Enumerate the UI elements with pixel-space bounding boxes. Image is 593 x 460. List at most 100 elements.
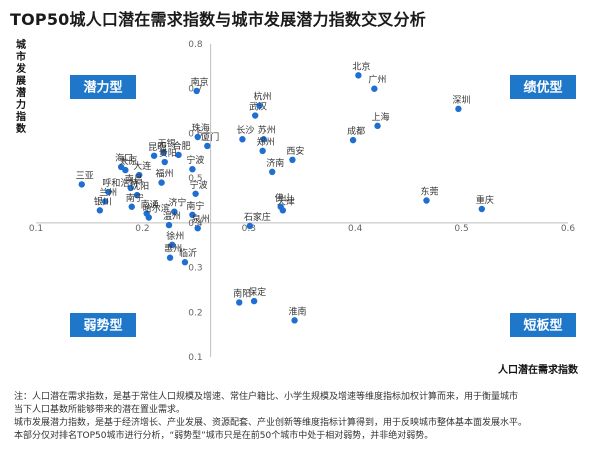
data-point: [189, 166, 196, 173]
point-label: 佛山: [275, 192, 293, 204]
data-point: [260, 136, 267, 143]
point-label: 武汉: [249, 101, 267, 113]
data-point: [246, 222, 254, 230]
data-point: [78, 181, 85, 188]
data-point: [160, 149, 167, 156]
data-point: [355, 72, 362, 79]
quadrant-bottom-left-box: [70, 313, 136, 337]
footnote-line-3: 城市发展潜力指数，是基于经济增长、产业发展、资源配套、产业创新等维度指标计算得到…: [14, 418, 528, 428]
data-point: [192, 190, 199, 197]
point-label: 南通: [141, 198, 159, 210]
point-label: 徐州: [166, 230, 184, 242]
y-tick-label: 0.6: [188, 129, 203, 139]
point-label: 广州: [368, 74, 386, 86]
data-point: [128, 203, 135, 210]
point-label: 厦门: [201, 131, 219, 143]
x-tick-label: 0.4: [348, 224, 363, 234]
data-point: [478, 205, 486, 213]
point-label: 三亚: [76, 170, 94, 181]
data-point: [166, 254, 174, 261]
point-label: 沈阳: [131, 180, 149, 192]
point-label: 宁波: [190, 179, 208, 191]
point-label: 重庆: [476, 194, 494, 206]
point-label: 贵阳: [159, 147, 177, 159]
data-point: [193, 87, 200, 95]
footnotes: 注：人口潜在需求指数，是基于常住人口规模及增速、常住户籍比、小学生规模及增速等维…: [14, 391, 584, 443]
data-point: [251, 112, 259, 119]
data-point: [374, 122, 381, 130]
data-point: [158, 179, 165, 186]
data-point: [161, 158, 168, 166]
point-label: 福州: [156, 168, 174, 180]
point-label: 北京: [352, 60, 370, 72]
quadrant-top-left-label: 潜力型: [83, 80, 122, 96]
point-label: 昆明: [148, 142, 166, 153]
data-point: [96, 207, 104, 214]
quadrant-top-left-box: [70, 75, 136, 99]
data-point: [423, 197, 430, 204]
y-tick-label: 0.1: [188, 353, 202, 363]
data-point: [250, 297, 258, 305]
point-label: 温州: [163, 211, 181, 222]
point-label: 南阳: [233, 287, 251, 299]
y-tick-label: 0.5: [188, 174, 202, 184]
data-point: [105, 188, 112, 196]
data-point: [239, 136, 246, 143]
data-point: [194, 133, 201, 141]
quadrant-top-right-label: 绩优型: [523, 80, 562, 96]
x-tick-label: 0.5: [454, 224, 468, 234]
data-point: [289, 156, 296, 164]
point-label: 泉州: [192, 213, 210, 225]
point-label: 长沙: [236, 124, 254, 136]
data-point: [175, 151, 182, 159]
quadrant-top-right-box: [510, 75, 576, 99]
data-point: [145, 214, 152, 221]
x-tick-label: 0.6: [561, 224, 576, 234]
data-point: [269, 168, 276, 176]
data-point: [189, 211, 196, 219]
data-point: [171, 208, 178, 215]
data-point: [259, 147, 266, 155]
data-point: [236, 299, 243, 306]
point-label: 南昌: [125, 173, 143, 185]
point-label: 大连: [133, 160, 151, 172]
scatter-chart: 0.10.20.30.40.50.60.10.20.30.40.50.60.70…: [15, 38, 579, 376]
data-point: [136, 171, 143, 179]
point-label: 惠州: [164, 243, 182, 255]
point-label: 深圳: [452, 95, 470, 106]
y-tick-label: 0.2: [188, 308, 202, 318]
data-point: [256, 102, 263, 109]
point-label: 苏州: [258, 124, 276, 136]
point-label: 天津: [277, 196, 295, 207]
point-label: 无锡: [158, 139, 176, 150]
data-point: [371, 85, 378, 92]
point-label: 哈尔滨: [143, 202, 170, 214]
point-label: 南京: [191, 76, 209, 88]
data-point: [279, 207, 287, 214]
quadrant-bottom-left-label: 弱势型: [83, 318, 122, 334]
data-point: [122, 166, 129, 174]
y-axis-label: 城市发展潜力指数: [15, 38, 27, 135]
point-label: 南宁: [126, 192, 144, 204]
y-tick-label: 0.8: [188, 40, 203, 50]
x-tick-label: 0.1: [29, 224, 43, 234]
data-point: [181, 259, 189, 266]
quadrant-bottom-right-box: [510, 313, 576, 337]
y-tick-label: 0.4: [188, 219, 203, 229]
point-label: 济南: [266, 157, 284, 169]
point-label: 杭州: [253, 91, 271, 103]
point-label: 兰州: [99, 186, 117, 198]
point-label: 东莞: [420, 186, 438, 198]
data-point: [101, 198, 109, 205]
data-point: [291, 317, 298, 324]
point-label: 上海: [372, 111, 390, 123]
point-label: 合肥: [173, 140, 191, 152]
point-label: 济宁: [168, 197, 186, 209]
x-axis-label: 人口潜在需求指数: [498, 363, 579, 376]
data-point: [133, 191, 141, 199]
point-label: 银川: [94, 195, 112, 207]
footnote-line-4: 本部分仅对排名TOP50城市进行分析，“弱势型”城市只是在前50个城市中处于相对…: [14, 431, 434, 441]
data-point: [150, 152, 158, 159]
data-point: [168, 241, 176, 248]
chart-title: TOP50城人口潜在需求指数与城市发展潜力指数交叉分析: [10, 10, 426, 29]
